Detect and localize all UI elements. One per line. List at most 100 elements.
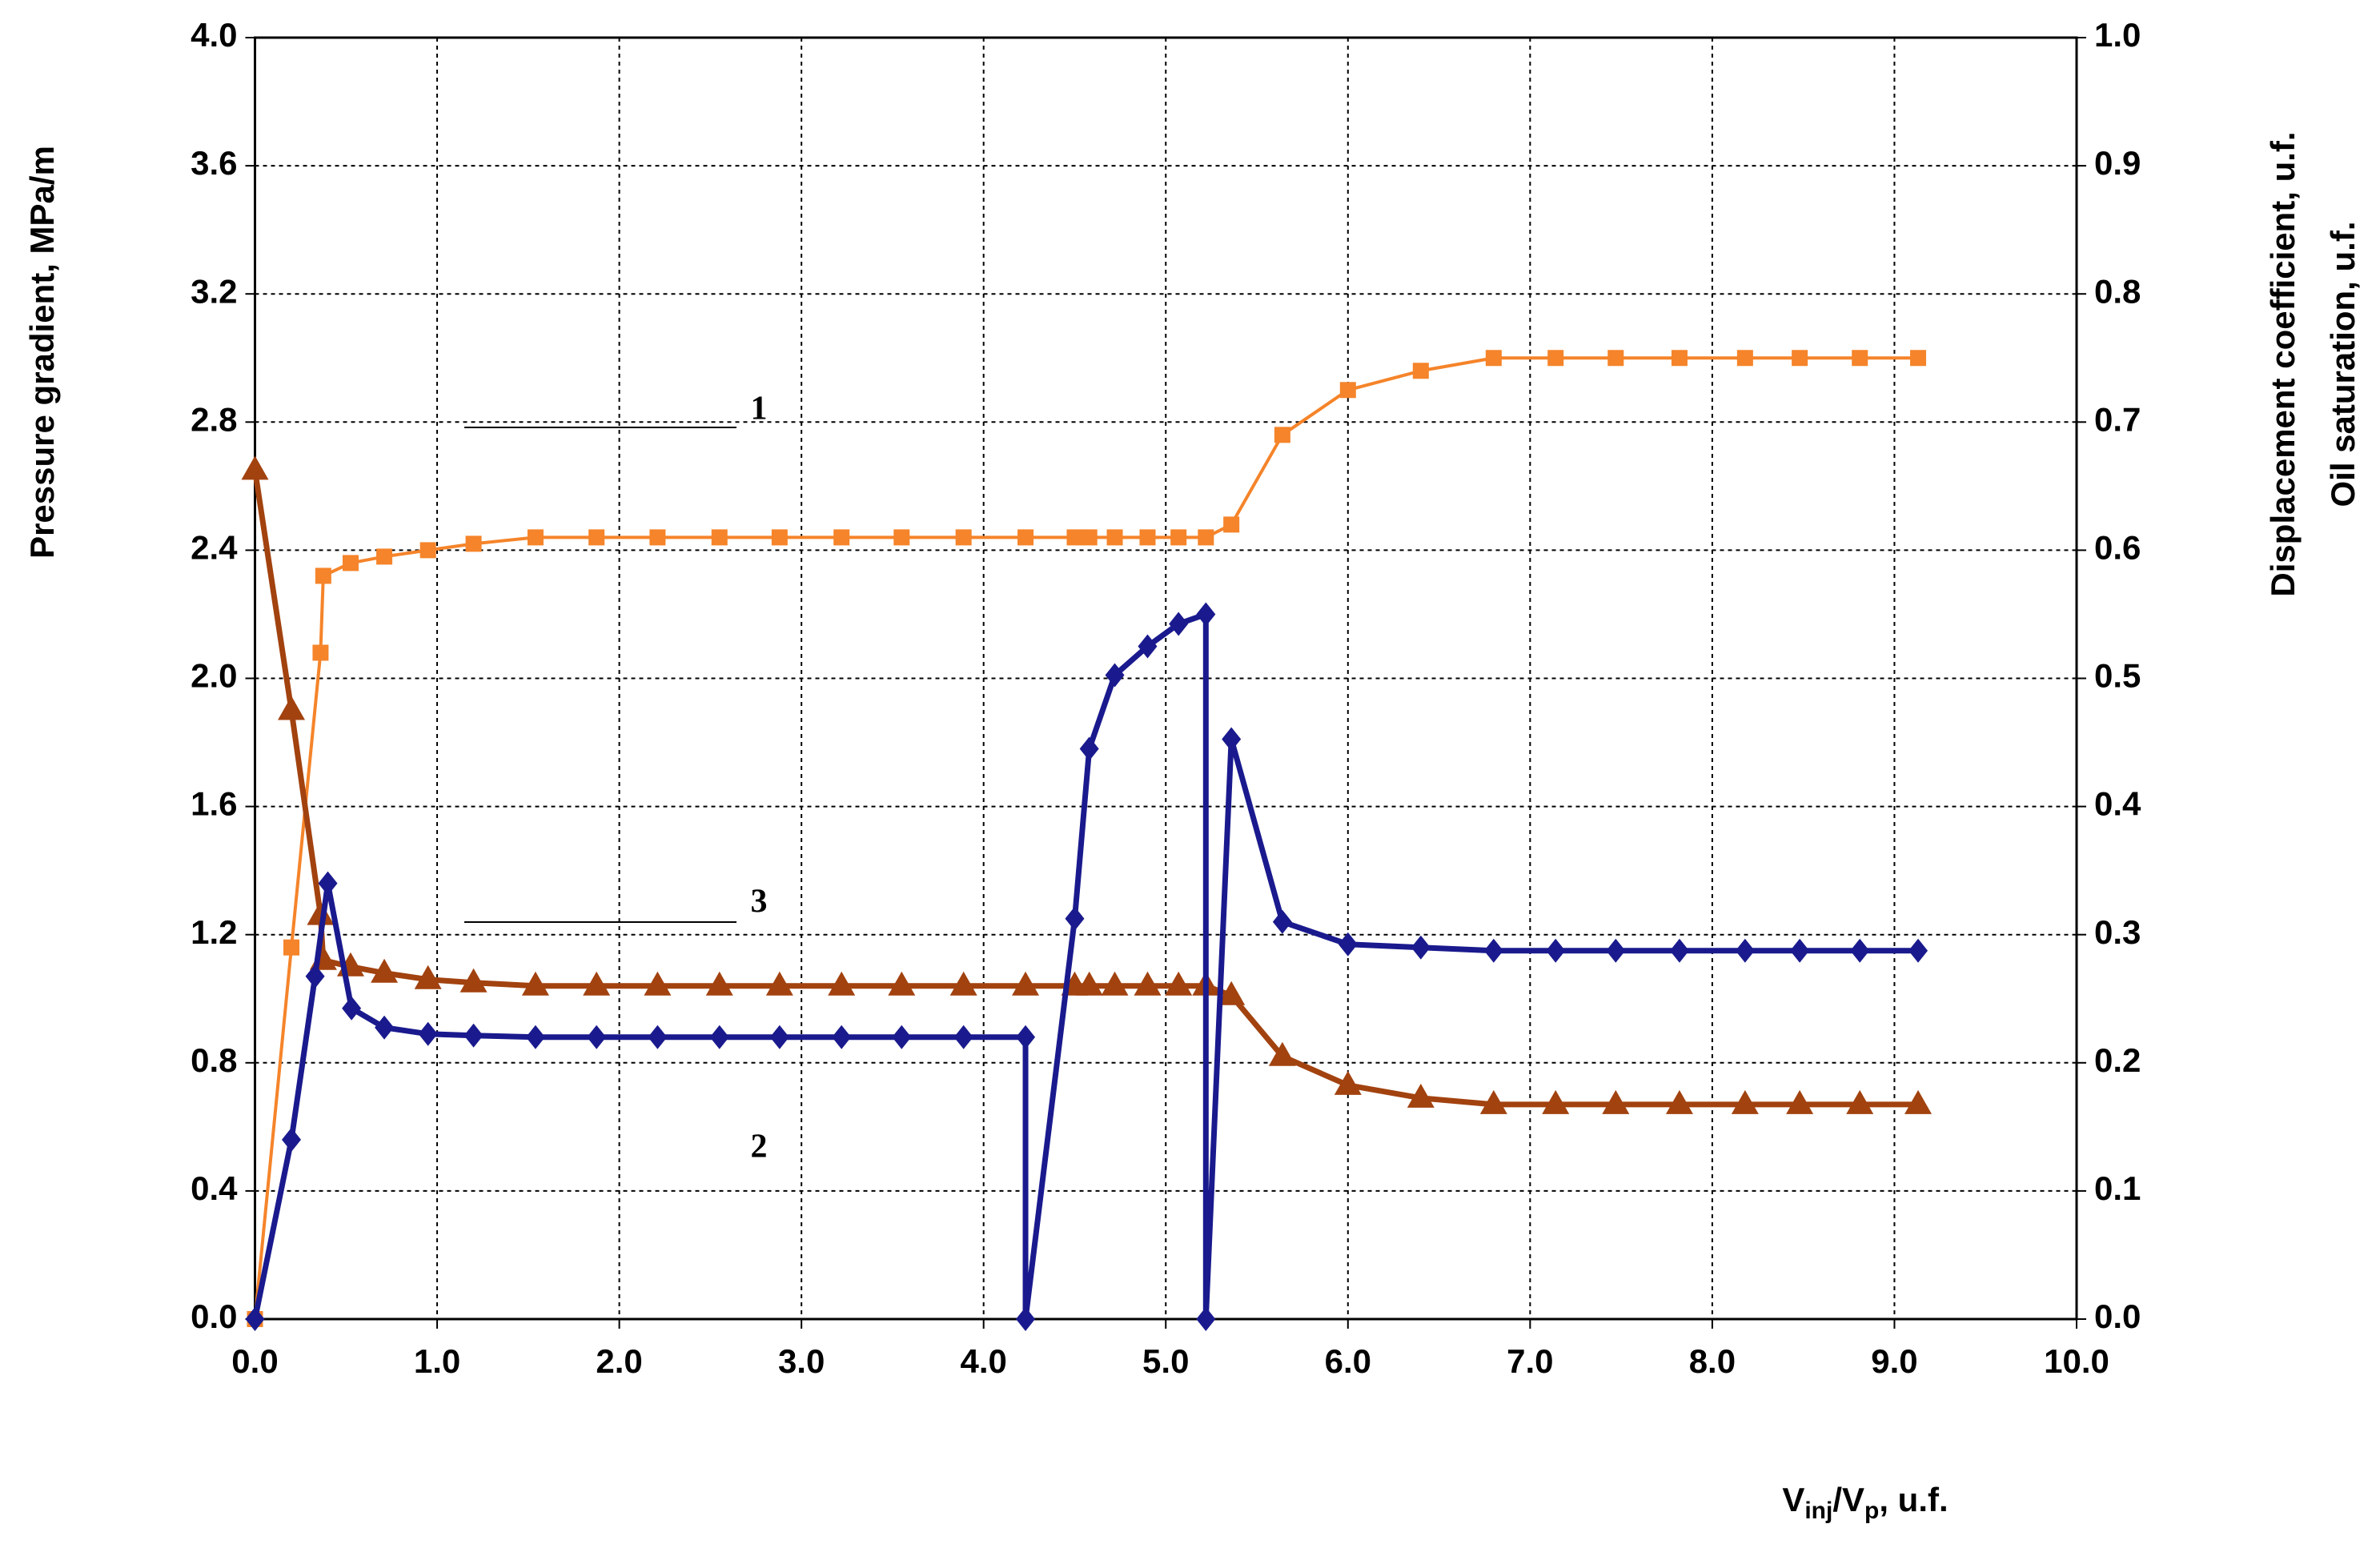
x-tick-label: 6.0: [1325, 1342, 1371, 1380]
data-point: [305, 964, 325, 989]
data-point: [1483, 938, 1503, 963]
y-tick-label: 2.0: [191, 657, 237, 695]
data-point: [1065, 906, 1085, 931]
data-point: [371, 958, 399, 983]
data-point: [307, 900, 335, 925]
data-point: [1671, 350, 1688, 367]
data-point: [1196, 602, 1216, 627]
data-point: [955, 529, 972, 546]
series-line: [253, 356, 1919, 1320]
data-point: [1138, 634, 1158, 659]
y-tick-label: 2.8: [191, 400, 237, 438]
data-point: [318, 871, 338, 896]
y2-tick-label: 0.9: [2094, 144, 2141, 182]
data-point: [649, 529, 666, 546]
data-point: [312, 644, 329, 661]
data-point: [315, 567, 331, 584]
data-point: [1338, 932, 1358, 956]
y2-tick-label: 0.3: [2094, 913, 2141, 951]
x-tick-label: 9.0: [1871, 1342, 1917, 1380]
data-point: [1669, 938, 1689, 963]
data-point: [711, 529, 728, 546]
y-tick-label: 4.0: [191, 16, 237, 54]
annotation: 2: [751, 1129, 768, 1165]
y-axis-label: Pressure gradient, MPa/m: [23, 146, 61, 559]
data-point: [245, 1307, 265, 1331]
y2-axis-label: Displacement coefficient, u.f.: [2264, 131, 2302, 596]
data-point: [1665, 1089, 1693, 1114]
data-point: [1334, 1070, 1362, 1095]
data-point: [1411, 935, 1431, 960]
data-point: [832, 1025, 852, 1049]
data-point: [342, 996, 362, 1021]
data-point: [709, 1025, 729, 1049]
x-tick-label: 1.0: [414, 1342, 460, 1380]
data-point: [833, 529, 850, 546]
data-point: [1547, 350, 1564, 367]
data-point: [1222, 727, 1242, 752]
x-tick-label: 2.0: [596, 1342, 642, 1380]
data-point: [241, 455, 269, 480]
data-point: [1196, 1307, 1216, 1331]
data-point: [1134, 971, 1162, 996]
annotation: 1: [751, 391, 768, 427]
data-point: [1105, 663, 1125, 688]
data-point: [1852, 350, 1868, 367]
data-point: [1198, 529, 1214, 546]
y2-tick-label: 0.5: [2094, 657, 2141, 695]
data-point: [414, 964, 442, 989]
data-point: [1736, 350, 1753, 367]
y2-tick-label: 0.8: [2094, 272, 2141, 310]
data-point: [1169, 612, 1189, 636]
data-point: [705, 971, 733, 996]
data-point: [1268, 1041, 1296, 1066]
y-tick-label: 0.8: [191, 1041, 237, 1079]
data-point: [1223, 516, 1240, 533]
y2-tick-label: 0.7: [2094, 400, 2141, 438]
plot-frame: [254, 36, 2078, 1321]
data-point: [1170, 529, 1187, 546]
data-point: [1908, 938, 1928, 963]
data-point: [587, 1025, 607, 1049]
y-tick-label: 0.4: [191, 1169, 238, 1207]
data-point: [1066, 529, 1083, 546]
y-tick-label: 3.2: [191, 272, 237, 310]
data-point: [771, 529, 788, 546]
data-point: [1786, 1089, 1814, 1114]
data-point: [644, 971, 672, 996]
y2-tick-label: 0.1: [2094, 1169, 2141, 1207]
data-point: [1218, 981, 1246, 1005]
data-point: [1607, 350, 1624, 367]
data-point: [1339, 382, 1356, 399]
data-point: [375, 1015, 395, 1040]
y2-tick-label: 0.4: [2094, 785, 2141, 823]
data-point: [1904, 1089, 1932, 1114]
y-tick-label: 3.6: [191, 144, 237, 182]
y-tick-label: 2.4: [191, 528, 238, 566]
x-axis-label-part: V: [1782, 1481, 1804, 1518]
data-point: [1016, 1025, 1036, 1049]
data-point: [1735, 938, 1755, 963]
data-point: [583, 971, 611, 996]
data-point: [1412, 363, 1429, 379]
data-point: [527, 529, 544, 546]
data-point: [525, 1025, 545, 1049]
data-point: [419, 542, 436, 559]
data-point: [418, 1021, 438, 1046]
data-point: [765, 971, 793, 996]
data-point: [1731, 1089, 1759, 1114]
data-point: [464, 1023, 484, 1048]
y-tick-label: 1.2: [191, 913, 237, 951]
data-point: [1106, 529, 1123, 546]
data-point: [465, 535, 482, 552]
data-point: [1012, 971, 1040, 996]
x-axis-label-part: /V: [1832, 1481, 1864, 1518]
data-point: [1602, 1089, 1630, 1114]
data-point: [1101, 971, 1129, 996]
data-point: [278, 696, 306, 720]
x-tick-label: 4.0: [961, 1342, 1007, 1380]
data-point: [342, 555, 359, 571]
y-tick-label: 1.6: [191, 785, 237, 823]
data-point: [828, 971, 856, 996]
